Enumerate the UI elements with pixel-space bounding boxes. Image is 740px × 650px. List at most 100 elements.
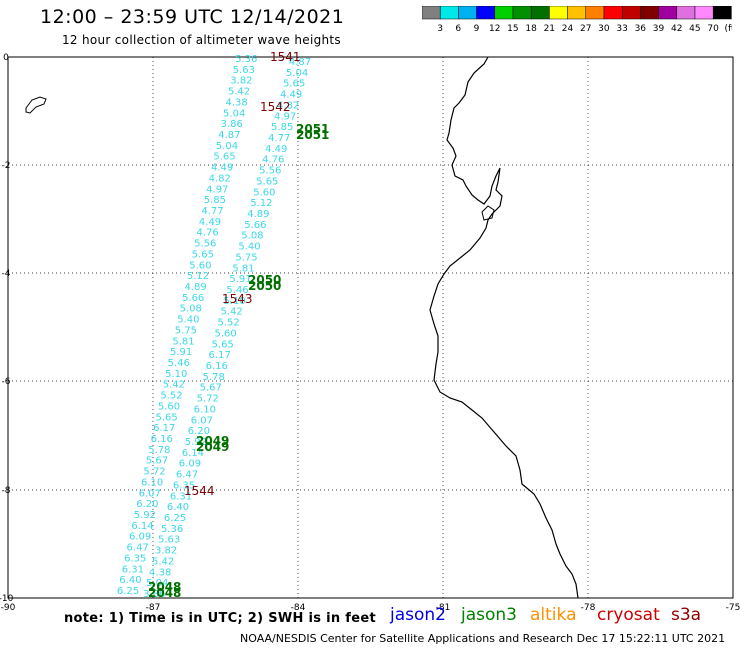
- colorbar-label: 27: [580, 24, 591, 34]
- wave-height-label: 6.35: [173, 480, 195, 491]
- colorbar-label: 21: [544, 24, 555, 34]
- lat-tick-label: -8: [2, 486, 11, 496]
- wave-height-label: 6.07: [139, 488, 161, 499]
- wave-height-label: 5.67: [200, 383, 222, 394]
- wave-height-label: 5.66: [182, 293, 204, 304]
- wave-height-label: 5.42: [220, 307, 242, 318]
- wave-height-label: 4.82: [209, 173, 231, 184]
- wave-height-label: 6.09: [179, 459, 201, 470]
- legend-jason2: jason2: [390, 605, 446, 625]
- wave-height-label: 6.20: [136, 499, 158, 510]
- wave-height-label: 6.14: [182, 448, 204, 459]
- wave-height-label: 5.66: [244, 220, 266, 231]
- wave-height-label: 5.52: [160, 391, 182, 402]
- wave-height-label: 6.25: [164, 513, 186, 524]
- time-label-cryosat: 1544: [184, 484, 215, 498]
- wave-height-label: 6.17: [153, 423, 175, 434]
- wave-height-label: 5.60: [253, 187, 275, 198]
- wave-height-label: 5.46: [168, 358, 190, 369]
- wave-height-label: 4.49: [265, 144, 287, 155]
- wave-height-label: 5.65: [212, 339, 234, 350]
- wave-height-label: 6.17: [209, 350, 231, 361]
- legend-s3a: s3a: [671, 605, 702, 625]
- wave-height-label: 6.25: [117, 586, 139, 597]
- wave-height-label: 5.12: [187, 271, 209, 282]
- footer-credit: NOAA/NESDIS Center for Satellite Applica…: [240, 632, 726, 645]
- wave-height-label: 5.60: [215, 328, 237, 339]
- legend-jason3: jason3: [461, 605, 517, 625]
- wave-height-label: 4.87: [218, 130, 240, 141]
- wave-height-label: 5.40: [238, 242, 260, 253]
- satellite-track: 5.36 4.87 5.63 5.04 3.82 5.65 5.42 4.49 4.38 4.82…: [117, 50, 330, 600]
- wave-height-label: 4.38: [149, 567, 171, 578]
- coastline: [429, 56, 579, 599]
- wave-height-label: 4.97: [274, 111, 296, 122]
- colorbar-label: 36: [635, 24, 647, 34]
- wave-height-label: 4.76: [197, 228, 219, 239]
- wave-height-label: 5.56: [259, 166, 281, 177]
- wave-height-label: 5.60: [189, 260, 211, 271]
- legend-altika: altika: [530, 605, 577, 625]
- lon-tick-label: -78: [581, 603, 596, 613]
- wave-height-label: 6.40: [119, 575, 141, 586]
- colorbar-label: 6: [455, 24, 461, 34]
- wave-height-label: 5.46: [226, 285, 248, 296]
- page-title: 12:00 – 23:59 UTC 12/14/2021: [40, 6, 345, 28]
- wave-height-label: 6.31: [122, 564, 144, 575]
- wave-height-label: 6.07: [191, 415, 213, 426]
- wave-height-label: 5.04: [223, 108, 245, 119]
- lon-tick-label: -90: [1, 603, 16, 613]
- wave-height-label: 4.76: [262, 155, 284, 166]
- wave-height-label: 4.38: [225, 97, 247, 108]
- colorbar-label: 42: [671, 24, 682, 34]
- wave-height-label: 4.89: [184, 282, 206, 293]
- colorbar-label: 30: [598, 24, 610, 34]
- wave-height-label: 5.78: [203, 372, 225, 383]
- wave-height-label: 3.86: [143, 589, 165, 600]
- lat-tick-label: -10: [0, 594, 14, 604]
- wave-height-label: 5.63: [233, 65, 255, 76]
- lat-tick-label: -6: [2, 377, 11, 387]
- wave-height-label: 6.47: [176, 470, 198, 481]
- wave-height-label: 4.89: [247, 209, 269, 220]
- wave-height-label: 5.08: [241, 231, 263, 242]
- colorbar-label: 24: [562, 24, 574, 34]
- wave-height-label: 5.65: [256, 176, 278, 187]
- time-label-jason3: 2050: [248, 273, 281, 287]
- wave-height-label: 4.49: [199, 217, 221, 228]
- colorbar-label: (ft): [725, 24, 732, 34]
- wave-height-label: 6.35: [124, 553, 146, 564]
- wave-height-label: 6.31: [170, 491, 192, 502]
- wave-height-label: 5.65: [283, 79, 305, 90]
- wave-height-label: 5.56: [194, 239, 216, 250]
- colorbar-label: 33: [616, 24, 627, 34]
- wave-height-label: 6.10: [194, 404, 216, 415]
- wave-height-label: 5.65: [192, 249, 214, 260]
- wave-height-label: 6.20: [188, 426, 210, 437]
- wave-height-label: 6.09: [129, 532, 151, 543]
- colorbar-label: 18: [525, 24, 537, 34]
- wave-height-label: 5.36: [235, 54, 257, 65]
- time-label-jason3: 2048: [148, 586, 181, 600]
- lon-tick-label: -84: [291, 603, 306, 613]
- wave-height-label: 3.86: [221, 119, 243, 130]
- lat-tick-label: -2: [2, 161, 11, 171]
- wave-height-label: 5.75: [235, 252, 257, 263]
- wave-height-label: 5.92: [134, 510, 156, 521]
- lon-tick-label: -81: [436, 603, 451, 613]
- wave-height-label: 6.47: [127, 543, 149, 554]
- footer-note: note: 1) Time is in UTC; 2) SWH is in fe…: [64, 611, 376, 626]
- colorbar-label: 70: [707, 24, 719, 34]
- wave-height-label: 4.77: [268, 133, 290, 144]
- colorbar-label: 45: [689, 24, 700, 34]
- wave-height-label: 4.82: [277, 100, 299, 111]
- time-label-cryosat: 1542: [260, 100, 291, 114]
- wave-height-label: 5.72: [197, 394, 219, 405]
- wave-height-label: 6.14: [131, 521, 153, 532]
- wave-height-label: 6.10: [141, 477, 163, 488]
- wave-height-label: 5.65: [155, 412, 177, 423]
- time-label-jason3: 2049: [196, 440, 229, 454]
- map-gridlines: [8, 57, 733, 598]
- wave-height-label: 5.85: [271, 122, 293, 133]
